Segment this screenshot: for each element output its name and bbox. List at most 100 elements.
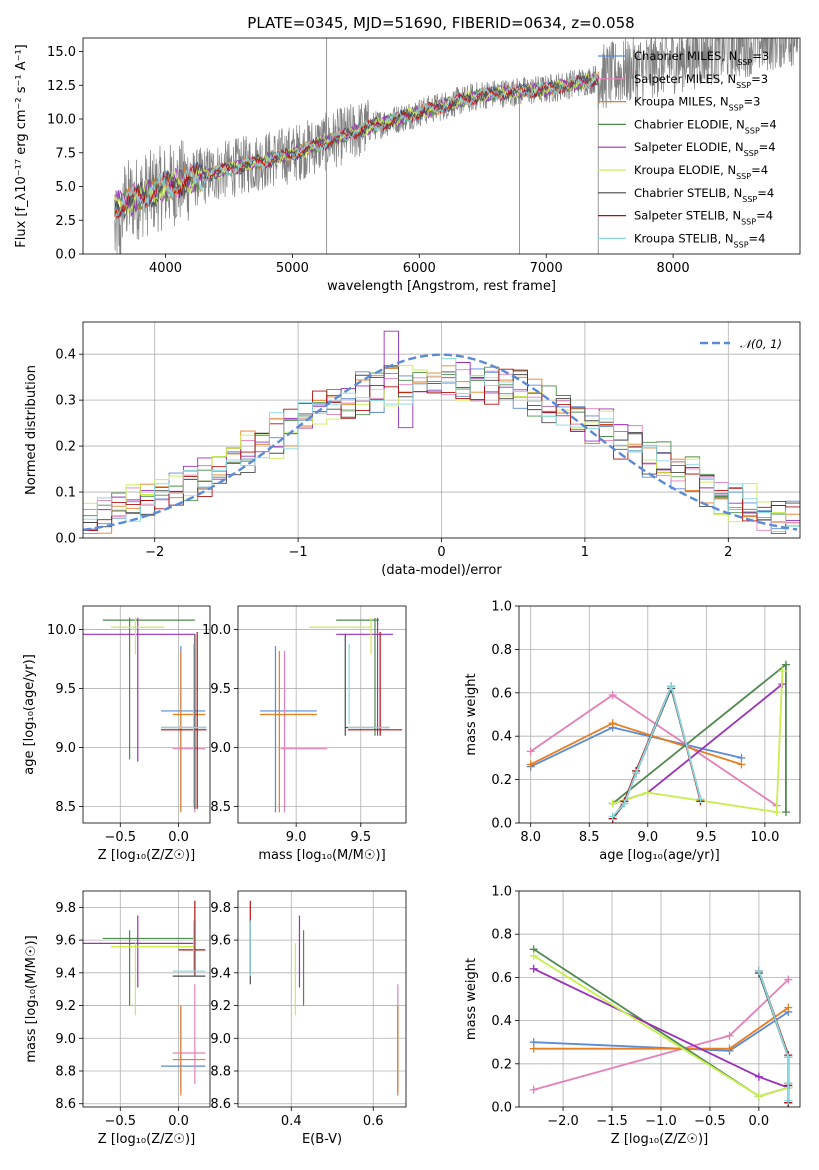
x-tick-label: 7000 <box>530 261 563 276</box>
errorbar-kroupa-miles <box>259 650 317 813</box>
x-tick-label: 0.0 <box>168 1114 189 1129</box>
data-point <box>754 1092 763 1101</box>
y-tick-label: 0.2 <box>491 1057 512 1072</box>
y-tick-label: 0.2 <box>55 440 76 455</box>
errorbar-kroupa-elodie <box>110 617 165 655</box>
x-tick-label: 9.0 <box>286 830 307 845</box>
y-tick-label: 0.4 <box>55 348 76 363</box>
errorbar-kroupa-miles <box>172 1005 206 1096</box>
panel-mass-weight-vs-age: 8.0 8.5 9.0 9.5 10.0 0.0 0.2 0.4 0.6 0.8 1.0 age [l… <box>464 600 801 863</box>
data-point <box>754 966 763 975</box>
data-point <box>529 964 538 973</box>
y-axis-label: mass [log₁₀(M/M☉)] <box>24 935 39 1062</box>
errorbar-salpeter-miles <box>280 650 328 813</box>
data-point <box>778 667 787 676</box>
data-point <box>529 1085 538 1094</box>
data-point <box>526 760 535 769</box>
series-kroupa-stelib <box>608 682 705 821</box>
y-tick-label: 9.4 <box>210 966 231 981</box>
y-tick-label: 10.0 <box>202 623 231 638</box>
data-point <box>772 808 781 817</box>
y-tick-label: 8.8 <box>210 1065 231 1080</box>
y-tick-label: 0.0 <box>491 817 512 832</box>
x-tick-label: −1 <box>289 545 308 560</box>
histogram-kroupa-stelib <box>83 357 800 532</box>
data-point <box>526 747 535 756</box>
y-tick-label: 9.0 <box>210 741 231 756</box>
x-tick-label: −1.5 <box>596 1114 628 1129</box>
y-axis-label: Flux [f_λ10⁻¹⁷ erg cm⁻² s⁻¹ A⁻¹] <box>14 44 29 248</box>
axes-frame <box>518 605 801 824</box>
x-tick-label: 2 <box>724 545 732 560</box>
legend: 𝒩(0, 1) <box>700 337 782 351</box>
legend-label: Chabrier ELODIE, NSSP=4 <box>634 117 777 135</box>
y-tick-label: 9.5 <box>55 682 76 697</box>
model-spectrum-kroupa-elodie <box>114 73 600 217</box>
y-tick-label: 1.0 <box>491 600 512 615</box>
axes-frame <box>82 890 211 1108</box>
errorbar-chabrier-miles <box>161 1005 206 1093</box>
errorbar-chabrier-stelib <box>172 920 206 977</box>
x-tick-label: 0.0 <box>168 830 189 845</box>
x-axis-label: age [log₁₀(age/yr)] <box>599 848 720 863</box>
errorbar-salpeter-elodie <box>83 617 195 762</box>
y-tick-label: 9.8 <box>210 901 231 916</box>
plot-area <box>519 606 800 823</box>
x-axis-label: Z [log₁₀(Z/Z☉)] <box>98 1132 195 1147</box>
y-tick-label: 8.6 <box>210 1097 231 1112</box>
data-point <box>784 1053 793 1062</box>
y-tick-label: 9.2 <box>55 999 76 1014</box>
y-tick-label: 9.0 <box>55 741 76 756</box>
y-tick-label: 9.2 <box>210 999 231 1014</box>
x-axis-label: (data-model)/error <box>381 563 502 578</box>
y-tick-label: 9.8 <box>55 901 76 916</box>
y-tick-label: 7.5 <box>55 146 76 161</box>
y-tick-label: 0.3 <box>55 394 76 409</box>
x-tick-label: 9.5 <box>350 830 371 845</box>
panel-age-vs-Z: −0.5 0.0 8.5 9.0 9.5 10.0 Z [log₁₀(Z/Z☉)] age [… <box>22 605 211 863</box>
plot-area <box>83 606 210 823</box>
x-tick-label: 8.5 <box>579 830 600 845</box>
legend-label: Chabrier STELIB, NSSP=4 <box>634 186 774 204</box>
series-kroupa-miles <box>526 719 746 769</box>
plot-area <box>238 606 406 823</box>
panel-spectrum: 4000 5000 6000 7000 8000 0.0 2.5 5.0 7.5 10.0 12.5… <box>14 37 801 294</box>
data-point <box>529 951 538 960</box>
errorbar-chabrier-elodie <box>102 617 195 760</box>
plot-area <box>114 38 799 254</box>
panel-mass-vs-EBV: 0.4 0.6 8.6 8.8 9.0 9.2 9.4 9.6 9.8 E(B-V) <box>210 890 407 1147</box>
errorbar-salpeter-elodie <box>83 915 195 988</box>
x-tick-label: 0 <box>437 545 445 560</box>
data-point <box>784 1096 793 1105</box>
figure-title: PLATE=0345, MJD=51690, FIBERID=0634, z=0… <box>247 14 634 32</box>
errorbar-salpeter-stelib <box>161 631 207 809</box>
y-tick-label: 0.0 <box>491 1101 512 1116</box>
legend-label: Kroupa ELODIE, NSSP=4 <box>634 163 768 181</box>
x-tick-label: −0.5 <box>104 830 136 845</box>
observed-spectrum <box>114 38 799 254</box>
axes-frame <box>237 890 407 1108</box>
errorbar-kroupa-stelib <box>347 643 390 729</box>
axes-frame <box>82 321 801 539</box>
data-point <box>632 769 641 778</box>
x-tick-label: 6000 <box>403 261 436 276</box>
data-point <box>529 1044 538 1053</box>
x-tick-label: 8.0 <box>520 830 541 845</box>
errorbar-kroupa-elodie <box>110 943 195 1016</box>
series-salpeter-stelib <box>608 682 705 823</box>
x-tick-label: −1.0 <box>645 1114 677 1129</box>
errorbar-kroupa-stelib <box>161 643 207 807</box>
series-line <box>612 671 784 814</box>
y-tick-label: 15.0 <box>47 45 76 60</box>
y-tick-label: 5.0 <box>55 180 76 195</box>
errorbar-salpeter-stelib <box>347 631 403 736</box>
legend-label: Chabrier MILES, NSSP=3 <box>634 49 769 67</box>
y-tick-label: 8.6 <box>55 1097 76 1112</box>
errorbar-kroupa-elodie <box>309 617 372 655</box>
data-point <box>784 975 793 984</box>
legend-label: Salpeter STELIB, NSSP=4 <box>634 209 773 227</box>
y-tick-label: 9.6 <box>55 934 76 949</box>
errorbar-chabrier-stelib <box>344 634 390 736</box>
x-tick-label: 1 <box>581 545 589 560</box>
y-tick-label: 9.0 <box>55 1032 76 1047</box>
